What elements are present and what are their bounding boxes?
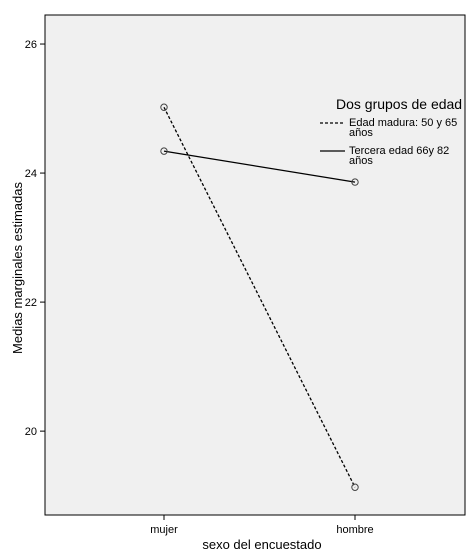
data-point: [351, 178, 359, 186]
legend: Dos grupos de edad Edad madura: 50 y 65a…: [320, 96, 462, 167]
data-point: [160, 103, 168, 111]
series-line: [163, 150, 356, 183]
plot-area: [44, 14, 466, 516]
y-axis-title: Medias marginales estimadas: [10, 182, 25, 354]
data-point: [351, 483, 359, 491]
y-axis: 20 22 24 26: [25, 39, 45, 438]
y-tick-label: 22: [25, 297, 37, 309]
legend-label: Edad madura: 50 y 65: [349, 117, 457, 129]
y-tick-label: 24: [25, 168, 37, 180]
series-2: [160, 147, 359, 186]
x-axis-title: sexo del encuestado: [202, 537, 321, 552]
data-point: [160, 147, 168, 155]
y-tick-label: 20: [25, 426, 37, 438]
y-tick-label: 26: [25, 39, 37, 51]
legend-title: Dos grupos de edad: [336, 96, 462, 112]
series-1: [160, 103, 359, 491]
series-line: [163, 106, 356, 488]
legend-label: años: [349, 155, 373, 167]
series-layer: [160, 103, 359, 491]
x-tick-label-mujer: mujer: [150, 524, 178, 536]
x-axis: mujer hombre: [150, 515, 374, 536]
legend-label: años: [349, 127, 373, 139]
x-tick-label-hombre: hombre: [336, 524, 373, 536]
legend-label: Tercera edad 66y 82: [349, 145, 449, 157]
